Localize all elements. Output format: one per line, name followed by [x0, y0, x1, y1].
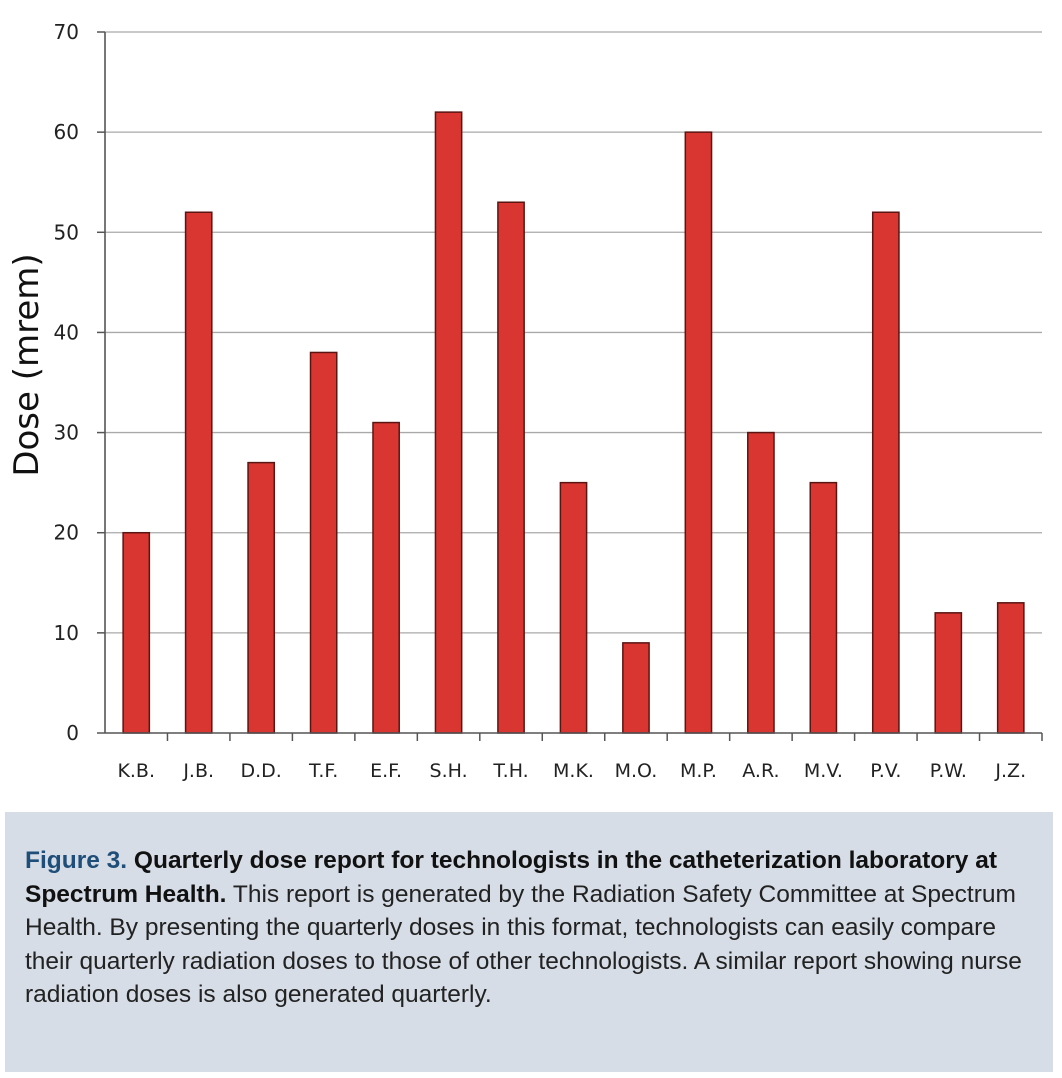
y-tick-label: 20 [54, 521, 79, 545]
x-tick-label: J.Z. [994, 760, 1026, 782]
figure-body: This report is generated by the Radiatio… [25, 880, 1022, 1009]
figure-number: Figure 3. [25, 847, 128, 874]
x-tick-label: K.B. [117, 760, 155, 782]
y-tick-label: 40 [54, 320, 79, 344]
bar-jb [184, 211, 213, 734]
x-tick-label: A.R. [742, 760, 779, 782]
bar-dd [247, 461, 276, 734]
bars [122, 111, 1025, 734]
y-tick-label: 60 [54, 120, 79, 144]
x-tick-label: M.V. [804, 760, 843, 782]
y-tick-label: 70 [54, 20, 79, 44]
x-tick-label: T.F. [308, 760, 338, 782]
bar-sh [434, 111, 463, 734]
y-tick-label: 0 [66, 721, 79, 745]
figure-caption: Figure 3. Quarterly dose report for tech… [5, 812, 1053, 1072]
y-axis-label: Dose (mrem) [7, 253, 47, 476]
x-tick-label: M.O. [615, 760, 658, 782]
x-tick-label: S.H. [430, 760, 468, 782]
x-tick-label: D.D. [240, 760, 281, 782]
x-tick-label: M.K. [553, 760, 594, 782]
x-tick-label: E.F. [370, 760, 402, 782]
x-tick-label: T.H. [492, 760, 528, 782]
x-tick-label: J.B. [182, 760, 214, 782]
x-tick-labels: K.B. J.B. D.D. T.F. E.F. S.H. T.H. M.K. M.O. M.P.… [117, 760, 1026, 782]
bar-kb [122, 531, 151, 734]
bar-jz [996, 602, 1025, 734]
y-tick-labels: 0 10 20 30 40 50 60 70 [54, 20, 79, 745]
bar-pw [934, 612, 963, 734]
bar-mk [559, 481, 588, 734]
figure-title: Quarterly dose report for technologists … [25, 847, 998, 908]
x-tick-label: P.W. [930, 760, 967, 782]
bar-th [497, 201, 525, 734]
bar-chart: 0 10 20 30 40 50 60 70 K.B. J.B. D.D. T.F. E.F. S.H.… [7, 20, 1043, 782]
bar-mv [809, 481, 838, 734]
bar-mp [684, 131, 713, 734]
x-tick-label: P.V. [870, 760, 901, 782]
y-tick-label: 30 [54, 421, 79, 445]
y-tick-label: 10 [54, 621, 79, 645]
x-tick-label: M.P. [680, 760, 717, 782]
bar-mo [622, 642, 650, 734]
bar-ar [747, 431, 775, 734]
bar-pv [871, 211, 900, 734]
bar-tf [309, 351, 338, 734]
y-tick-label: 50 [54, 220, 79, 244]
axes [97, 31, 1043, 741]
chart-svg: 0 10 20 30 40 50 60 70 K.B. J.B. D.D. T.F. E.F. S.H.… [7, 20, 1043, 782]
bar-ef [372, 421, 400, 734]
